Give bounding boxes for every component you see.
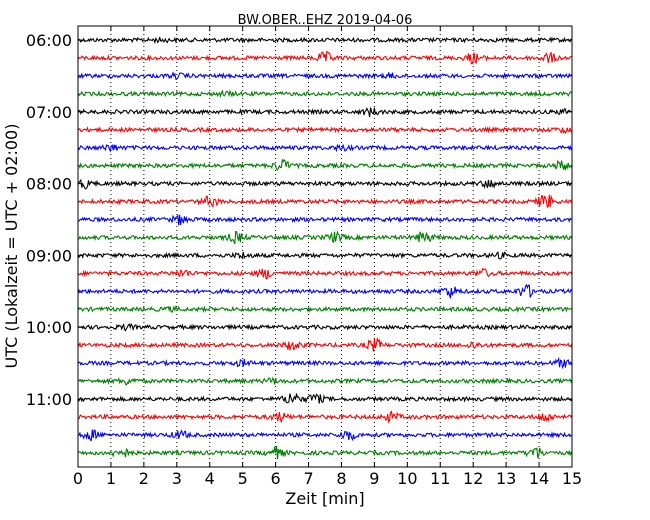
x-tick-label: 8 xyxy=(336,469,346,488)
x-tick-label: 0 xyxy=(73,469,83,488)
trace-1115 xyxy=(77,410,573,424)
x-tick-label: 10 xyxy=(397,469,417,488)
x-tick-label: 13 xyxy=(496,469,516,488)
trace-0630 xyxy=(77,71,573,80)
x-axis-label: Zeit [min] xyxy=(285,489,364,508)
x-tick-label: 5 xyxy=(238,469,248,488)
x-tick-label: 6 xyxy=(271,469,281,488)
x-tick-label: 11 xyxy=(430,469,450,488)
y-tick-label: 08:00 xyxy=(26,175,72,194)
x-tick-label: 3 xyxy=(172,469,182,488)
x-tick-label: 4 xyxy=(205,469,215,488)
trace-0645 xyxy=(77,89,573,99)
trace-1015 xyxy=(77,336,573,352)
y-tick-label: 11:00 xyxy=(26,390,72,409)
trace-0915 xyxy=(77,267,573,280)
trace-0730 xyxy=(77,143,573,153)
x-tick-label: 9 xyxy=(369,469,379,488)
plot-frame xyxy=(77,25,573,468)
trace-1030 xyxy=(77,356,573,370)
trace-0700 xyxy=(77,107,573,118)
trace-0800 xyxy=(77,178,573,190)
trace-1130 xyxy=(77,429,573,442)
trace-0815 xyxy=(77,194,573,209)
trace-0600 xyxy=(77,36,573,45)
y-tick-label: 07:00 xyxy=(26,103,72,122)
trace-1100 xyxy=(77,393,573,404)
trace-0945 xyxy=(77,305,573,314)
grid-lines xyxy=(110,26,540,467)
x-tick-label: 2 xyxy=(139,469,149,488)
trace-0745 xyxy=(77,158,573,171)
y-axis-label: UTC (Lokalzeit = UTC + 02:00) xyxy=(2,124,21,369)
trace-0900 xyxy=(77,250,573,260)
trace-0930 xyxy=(77,283,573,299)
trace-1000 xyxy=(77,322,573,332)
y-tick-label: 10:00 xyxy=(26,318,72,337)
y-tick-label: 06:00 xyxy=(26,31,72,50)
x-tick-label: 12 xyxy=(463,469,483,488)
trace-0615 xyxy=(77,50,573,65)
trace-1045 xyxy=(77,376,573,386)
y-axis-ticks: 06:00 07:00 08:00 09:00 10:00 11:00 xyxy=(26,31,572,409)
x-tick-label: 15 xyxy=(562,469,582,488)
trace-1145 xyxy=(77,445,573,460)
trace-series xyxy=(77,36,573,460)
trace-0715 xyxy=(77,126,573,135)
x-tick-label: 14 xyxy=(529,469,549,488)
y-tick-label: 09:00 xyxy=(26,246,72,265)
trace-0845 xyxy=(77,230,573,245)
x-tick-label: 1 xyxy=(106,469,116,488)
chart-title: BW.OBER..EHZ 2019-04-06 xyxy=(238,13,413,28)
x-tick-label: 7 xyxy=(303,469,313,488)
x-axis-ticks: 0 1 2 3 4 5 6 7 8 9 10 11 12 13 14 15 xyxy=(73,26,582,488)
trace-0830 xyxy=(78,214,573,226)
